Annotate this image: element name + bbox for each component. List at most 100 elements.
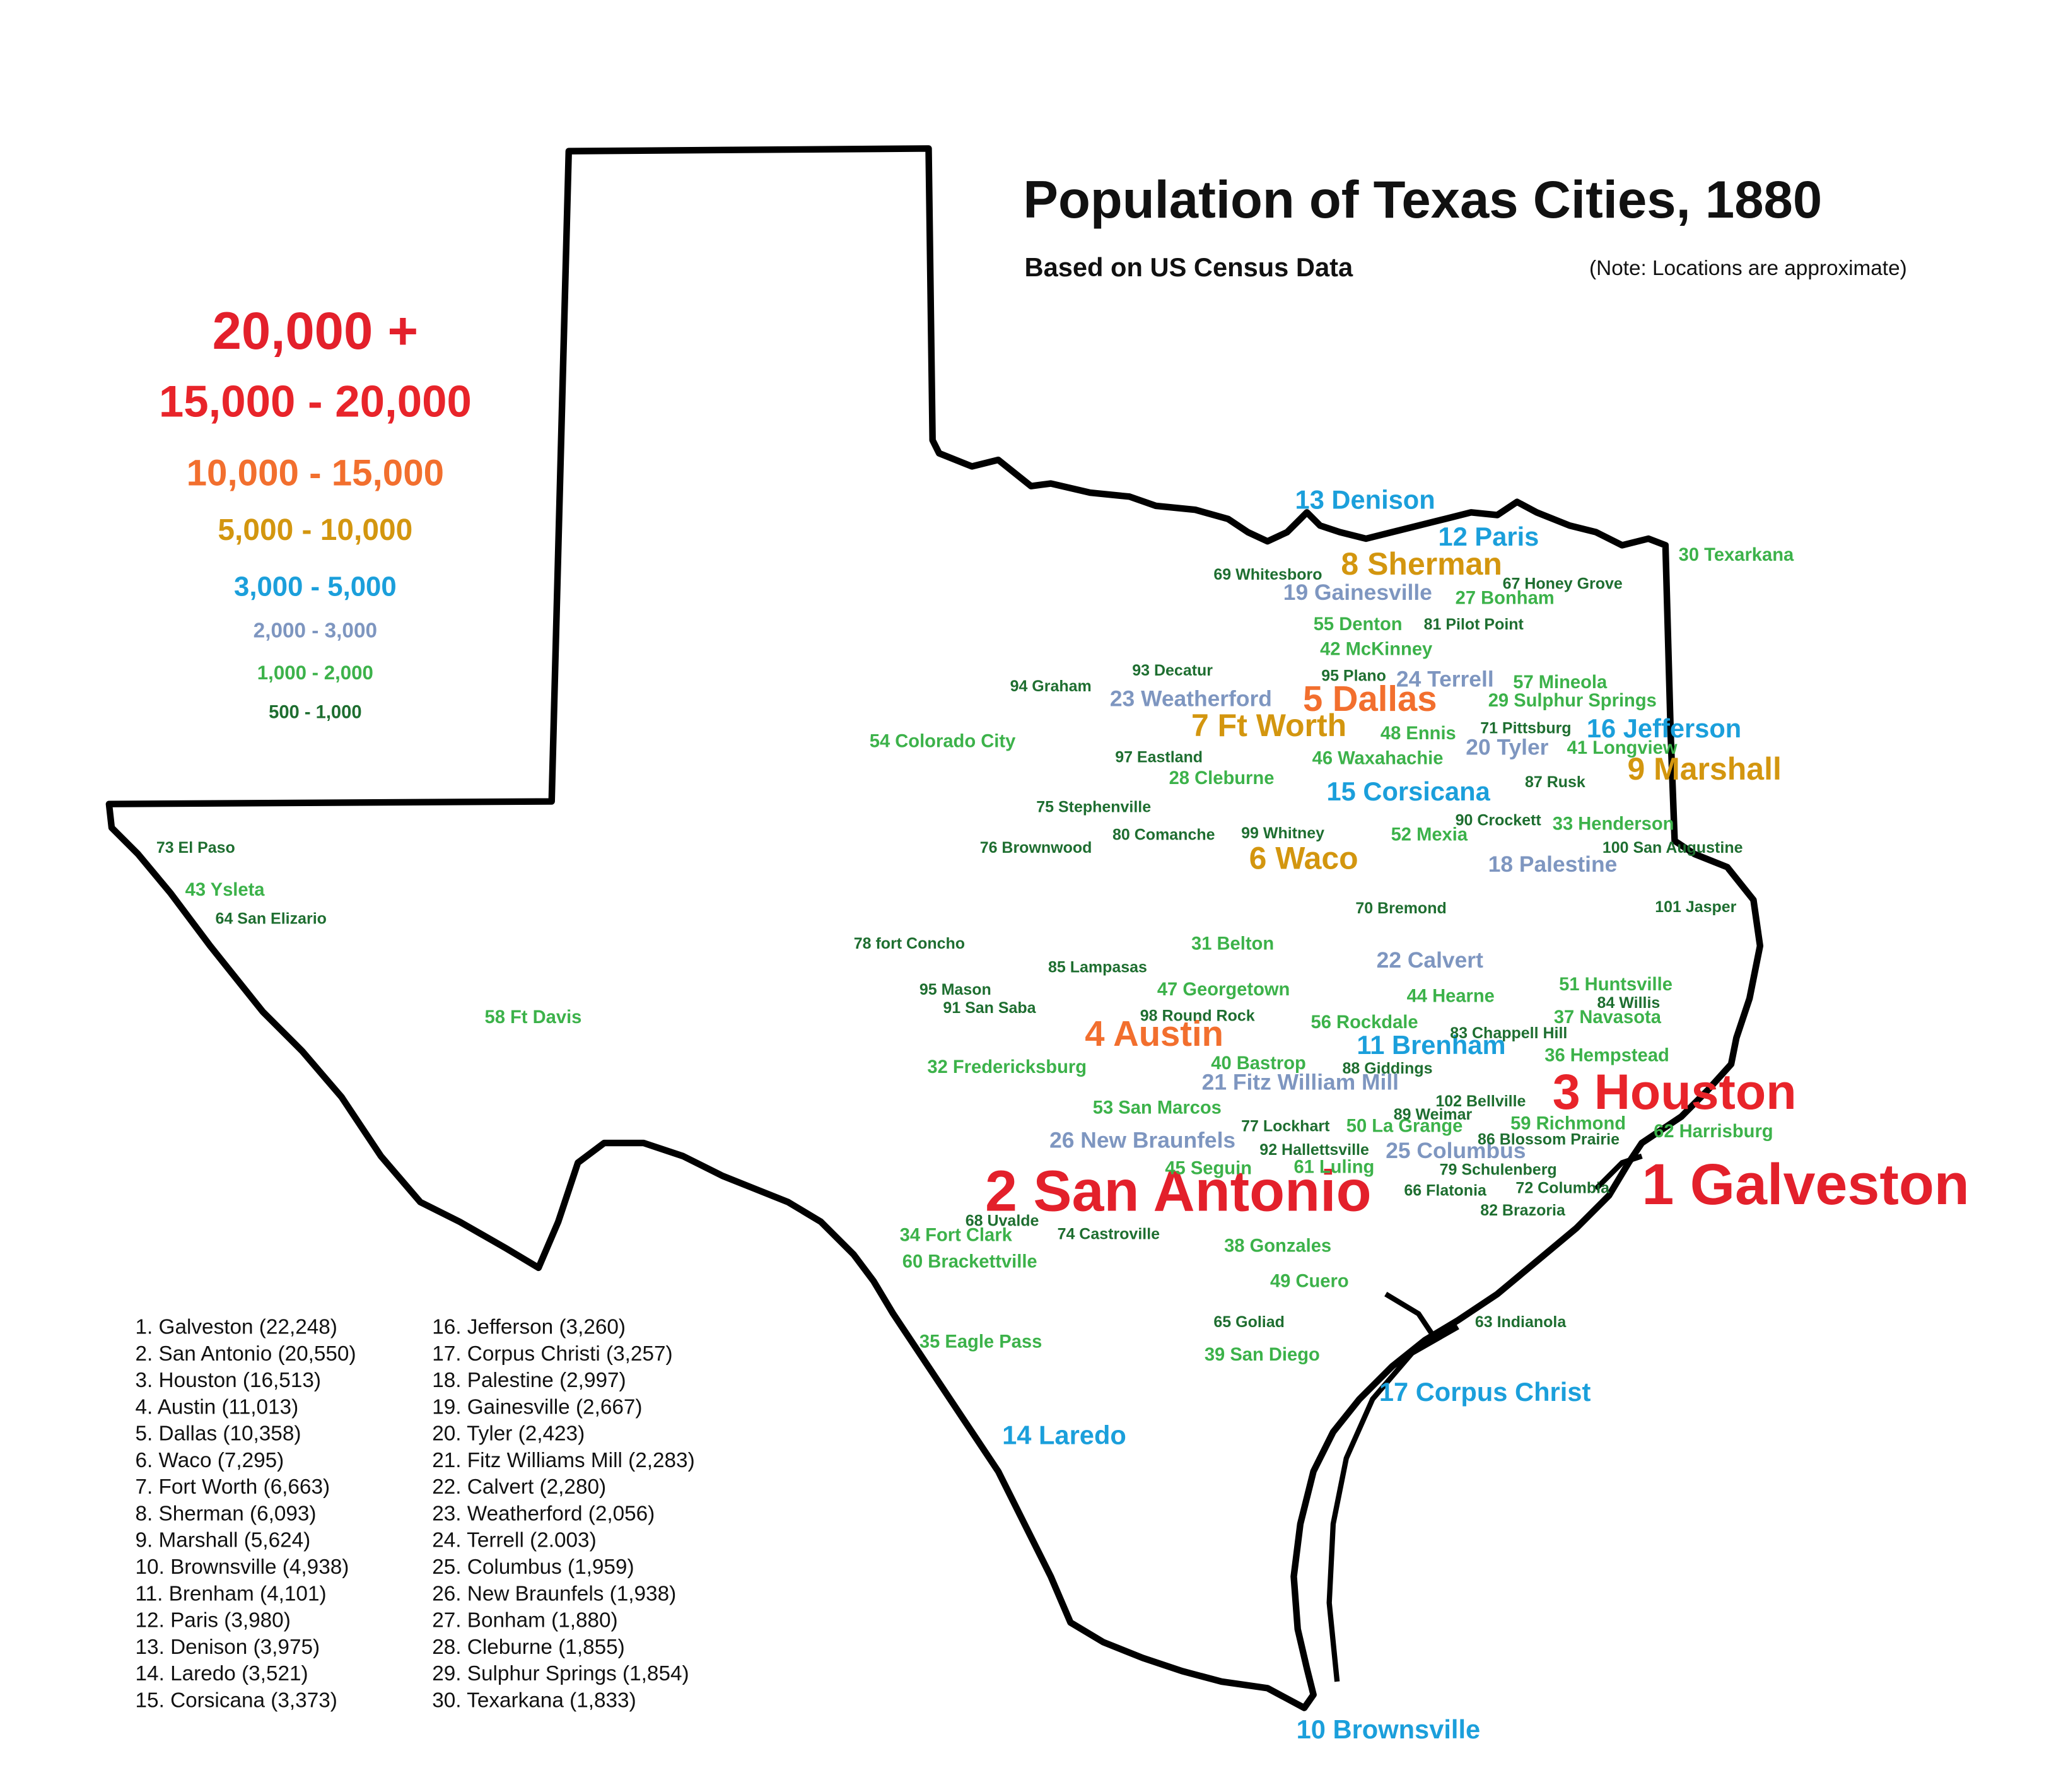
- city-label: 74 Castroville: [1058, 1225, 1160, 1243]
- city-label: 57 Mineola: [1513, 672, 1608, 693]
- ranking-entry: 15. Corsicana (3,373): [136, 1689, 337, 1712]
- city-label: 91 San Saba: [943, 999, 1036, 1017]
- city-label: 59 Richmond: [1510, 1114, 1626, 1134]
- ranking-entry: 11. Brenham (4,101): [136, 1582, 327, 1605]
- city-label: 61 Luling: [1293, 1157, 1374, 1177]
- city-label: 19 Gainesville: [1283, 580, 1432, 605]
- city-label: 44 Hearne: [1407, 987, 1495, 1007]
- ranking-entry: 25. Columbus (1,959): [432, 1555, 634, 1579]
- city-label: 88 Giddings: [1343, 1060, 1433, 1077]
- title: Population of Texas Cities, 1880: [1023, 170, 1822, 229]
- city-label: 24 Terrell: [1396, 666, 1494, 691]
- city-label: 36 Hempstead: [1544, 1045, 1669, 1065]
- ranking-entry: 29. Sulphur Springs (1,854): [432, 1662, 689, 1685]
- city-label: 99 Whitney: [1241, 824, 1324, 842]
- ranking-entry: 6. Waco (7,295): [136, 1449, 284, 1472]
- city-label: 83 Chappell Hill: [1450, 1024, 1567, 1042]
- city-label: 34 Fort Clark: [900, 1226, 1013, 1246]
- city-label: 84 Willis: [1597, 994, 1661, 1012]
- city-label: 4 Austin: [1085, 1014, 1223, 1053]
- city-label: 1 Galveston: [1642, 1152, 1969, 1217]
- city-label: 63 Indianola: [1475, 1313, 1567, 1331]
- city-label: 8 Sherman: [1341, 546, 1502, 582]
- city-label: 21 Fitz William Mill: [1202, 1070, 1399, 1095]
- city-label: 41 Longview: [1567, 738, 1678, 758]
- subtitle: Based on US Census Data: [1025, 252, 1353, 282]
- ranking-entry: 24. Terrell (2.003): [432, 1529, 596, 1552]
- city-label: 67 Honey Grove: [1503, 575, 1623, 592]
- ranking-entry: 26. New Braunfels (1,938): [432, 1582, 676, 1605]
- city-label: 76 Brownwood: [980, 839, 1092, 857]
- texas-outline: [105, 145, 1764, 1711]
- city-label: 10 Brownsville: [1297, 1714, 1481, 1744]
- ranking-entry: 9. Marshall (5,624): [136, 1529, 311, 1552]
- ranking-entry: 16. Jefferson (3,260): [432, 1316, 626, 1339]
- ranking-entry: 27. Bonham (1,880): [432, 1609, 617, 1632]
- ranking-entry: 13. Denison (3,975): [136, 1636, 320, 1659]
- city-label: 58 Ft Davis: [485, 1007, 582, 1028]
- city-label: 20 Tyler: [1466, 735, 1548, 760]
- city-label: 102 Bellville: [1435, 1092, 1526, 1110]
- city-label: 75 Stephenville: [1036, 799, 1151, 816]
- ranking-entry: 28. Cleburne (1,855): [432, 1636, 625, 1659]
- ranking-entry: 3. Houston (16,513): [136, 1369, 321, 1392]
- city-label: 45 Seguin: [1165, 1158, 1252, 1178]
- barrier-island: [1326, 1153, 1643, 1682]
- city-label: 2 San Antonio: [985, 1159, 1372, 1224]
- city-label: 71 Pittsburg: [1480, 720, 1571, 737]
- city-label: 89 Weimar: [1394, 1106, 1473, 1123]
- city-label: 46 Waxahachie: [1312, 749, 1444, 769]
- city-label: 13 Denison: [1295, 485, 1435, 515]
- city-label: 80 Comanche: [1112, 826, 1215, 843]
- ranking-entry: 30. Texarkana (1,833): [432, 1689, 636, 1712]
- city-label: 23 Weatherford: [1110, 686, 1272, 712]
- ranking-entry: 2. San Antonio (20,550): [136, 1342, 356, 1366]
- city-label: 97 Eastland: [1115, 748, 1203, 766]
- city-label: 98 Round Rock: [1140, 1007, 1255, 1025]
- city-label: 87 Rusk: [1525, 773, 1585, 791]
- city-label: 38 Gonzales: [1224, 1236, 1331, 1256]
- city-label: 56 Rockdale: [1311, 1012, 1418, 1033]
- city-label: 35 Eagle Pass: [919, 1332, 1042, 1352]
- city-label: 18 Palestine: [1488, 852, 1618, 877]
- city-label: 86 Blossom Prairie: [1478, 1130, 1620, 1148]
- city-label: 51 Huntsville: [1559, 975, 1672, 995]
- ranking-entry: 10. Brownsville (4,938): [136, 1555, 349, 1579]
- city-label: 17 Corpus Christ: [1379, 1377, 1591, 1407]
- city-label: 90 Crockett: [1456, 811, 1542, 829]
- city-label: 47 Georgetown: [1157, 980, 1290, 1000]
- ranking-entry: 8. Sherman (6,093): [136, 1502, 317, 1525]
- city-label: 77 Lockhart: [1241, 1118, 1330, 1135]
- city-label: 49 Cuero: [1270, 1272, 1349, 1292]
- city-label: 65 Goliad: [1213, 1313, 1284, 1331]
- ranking-entry: 14. Laredo (3,521): [136, 1662, 308, 1685]
- city-label: 9 Marshall: [1627, 751, 1781, 787]
- city-label: 64 San Elizario: [216, 910, 327, 928]
- city-label: 92 Hallettsville: [1259, 1141, 1369, 1159]
- city-label: 27 Bonham: [1456, 589, 1555, 609]
- ranking-entry: 21. Fitz Williams Mill (2,283): [432, 1449, 694, 1472]
- city-label: 6 Waco: [1249, 840, 1358, 876]
- city-label: 94 Graham: [1010, 677, 1092, 695]
- ranking-entry: 20. Tyler (2,423): [432, 1422, 585, 1446]
- city-label: 79 Schulenberg: [1440, 1161, 1557, 1178]
- city-label: 62 Harrisburg: [1654, 1121, 1773, 1142]
- ranking-entry: 1. Galveston (22,248): [136, 1316, 337, 1339]
- city-label: 100 San Augustine: [1602, 839, 1743, 857]
- city-label: 12 Paris: [1439, 522, 1539, 551]
- city-label: 25 Columbus: [1386, 1138, 1526, 1163]
- city-label: 37 Navasota: [1554, 1007, 1662, 1028]
- city-label: 5 Dallas: [1303, 679, 1437, 718]
- ranking-entry: 7. Fort Worth (6,663): [136, 1475, 330, 1499]
- city-label: 55 Denton: [1314, 614, 1403, 635]
- ranking-entry: 22. Calvert (2,280): [432, 1475, 606, 1499]
- ranking-entry: 18. Palestine (2,997): [432, 1369, 626, 1392]
- legend-label: 2,000 - 3,000: [254, 619, 377, 643]
- legend-label: 10,000 - 15,000: [187, 452, 444, 493]
- legend-label: 20,000 +: [213, 302, 419, 360]
- city-label: 60 Brackettville: [902, 1251, 1037, 1272]
- city-label: 43 Ysleta: [185, 880, 266, 900]
- city-label: 101 Jasper: [1655, 898, 1736, 916]
- city-label: 42 McKinney: [1320, 640, 1433, 660]
- city-label: 68 Uvalde: [966, 1212, 1039, 1230]
